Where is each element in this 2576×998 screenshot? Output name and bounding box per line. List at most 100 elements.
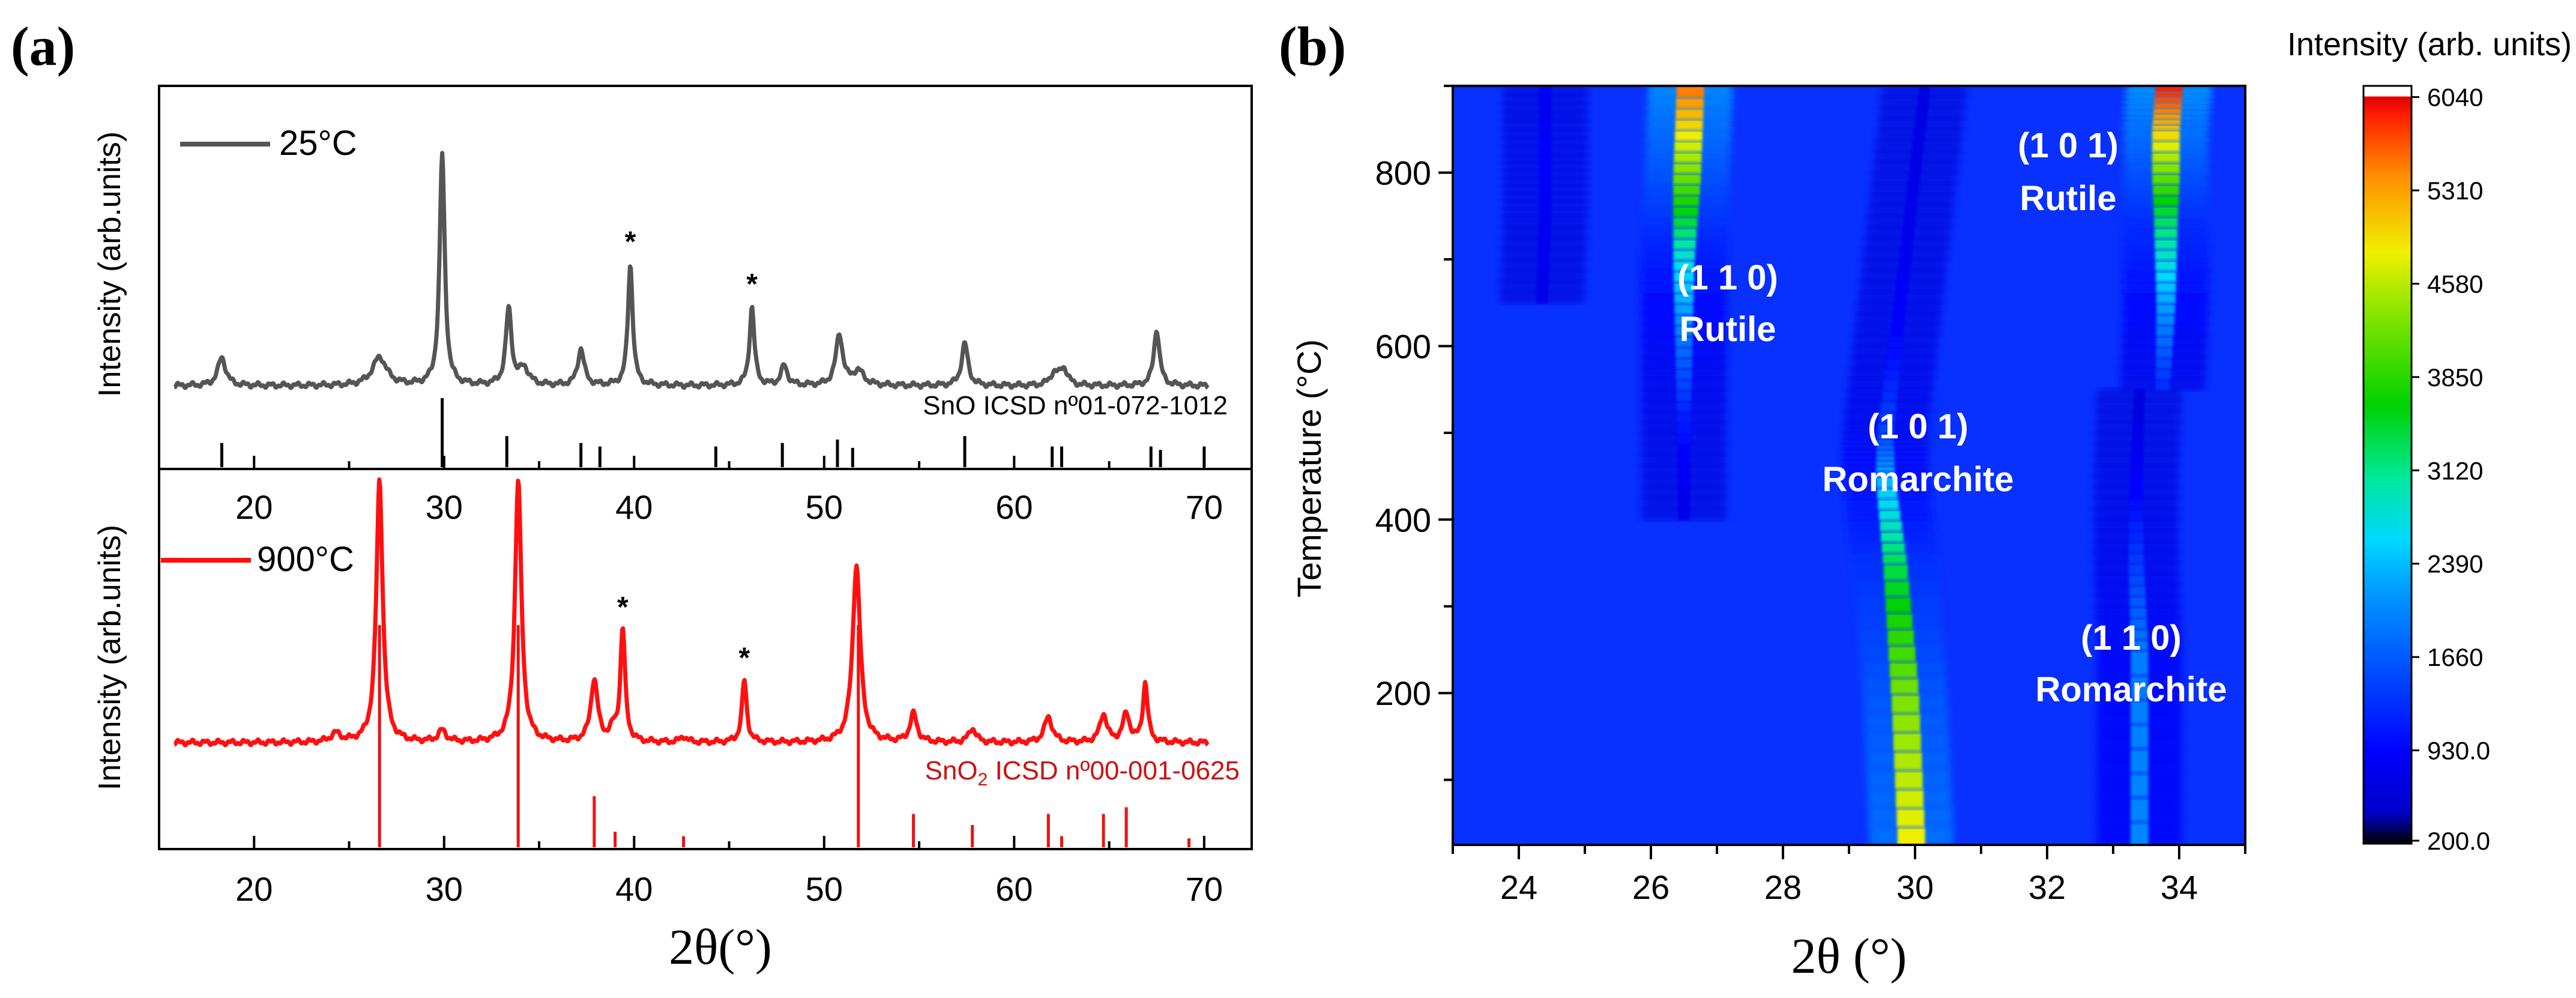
- heatmap-cell: [2131, 771, 2149, 797]
- heatmap-cell: [1678, 508, 1690, 521]
- heatmap-cell: [1539, 154, 1552, 164]
- heatmap-cell: [1881, 530, 1904, 542]
- heatmap-cell: [1539, 200, 1552, 210]
- heatmap-cell: [1676, 345, 1692, 358]
- heatmap-cell: [1676, 378, 1692, 390]
- heatmap-feature: [1843, 86, 1967, 845]
- heatmap-feature: [1500, 86, 1587, 304]
- annotation-line1: (1 0 1): [1868, 407, 1968, 446]
- heatmap-cell: [1892, 711, 1920, 732]
- heatmap-cell: [1893, 302, 1906, 315]
- heatmap-cell: [2152, 123, 2180, 130]
- heatmap-cell: [1902, 226, 1914, 238]
- annotation-line2: Rutile: [1679, 310, 1776, 349]
- heatmap-cell: [1678, 497, 1690, 510]
- heatmap-cell: [2155, 269, 2177, 282]
- heatmap-cell: [1917, 96, 1929, 109]
- top-reference-sticks: [220, 398, 1206, 467]
- colorbar-gradient: [2362, 85, 2413, 845]
- bottom-plot: ** 900°C SnO2 ICSD nº00-001-0625 Intensi…: [92, 468, 1253, 850]
- annotation-rutile-101: (1 0 1) Rutile: [2018, 126, 2119, 218]
- heatmap-cell: [1887, 627, 1914, 645]
- heatmap-cell: [2130, 465, 2143, 477]
- heatmap-cell: [1539, 169, 1552, 179]
- heatmap-cell: [1676, 356, 1692, 369]
- heatmap-cell: [1675, 118, 1703, 130]
- heatmap-cell: [1877, 437, 1894, 444]
- annotation-line2: Romarchite: [1822, 460, 2013, 499]
- heatmap-cell: [2131, 746, 2149, 773]
- x-tick-label: 20: [235, 488, 273, 526]
- heatmap-cell: [1910, 161, 1922, 174]
- heatmap-cell: [1675, 334, 1693, 347]
- heatmap-cell: [1885, 367, 1899, 380]
- heatmap-cell: [1537, 247, 1550, 260]
- heatmap-cell: [2129, 508, 2143, 521]
- heatmap-cell: [2155, 237, 2177, 249]
- x-tick-label: 60: [995, 488, 1033, 526]
- heatmap-cell: [2155, 86, 2183, 92]
- heatmap-cell: [1876, 453, 1895, 461]
- panel-a-label: (a): [11, 16, 75, 77]
- heatmap-cell: [1882, 389, 1897, 401]
- annotation-line1: (1 0 1): [2018, 126, 2119, 165]
- heatmap-cell: [2129, 486, 2143, 499]
- heatmap-cell: [2153, 204, 2179, 217]
- heatmap-cell: [1676, 96, 1704, 109]
- x-tick-label: 26: [1632, 868, 1670, 906]
- heatmap-cell: [1673, 204, 1698, 217]
- heatmap-cell: [1904, 204, 1917, 217]
- x-tick-label: 60: [995, 870, 1033, 908]
- heatmap-cell: [1677, 486, 1691, 499]
- heatmap-cell: [1914, 118, 1926, 130]
- heatmap-cell: [1879, 410, 1895, 423]
- heatmap-cell: [1919, 86, 1930, 98]
- bottom-axis-ticks: [158, 836, 1205, 849]
- heatmap-cell: [1539, 208, 1552, 217]
- heatmap-cell: [1536, 291, 1548, 304]
- heatmap-cell: [1673, 161, 1701, 174]
- colorbar-tick-label: 4580: [2427, 270, 2483, 298]
- heatmap-cell: [2129, 573, 2145, 585]
- heatmap-cell: [1677, 410, 1691, 423]
- heatmap-cell: [1673, 215, 1698, 228]
- heatmap-cell: [1883, 551, 1907, 564]
- colorbar-tick-label: 930.0: [2427, 737, 2490, 765]
- x-tick-label: 30: [426, 488, 463, 526]
- heatmap-cell: [1913, 129, 1925, 141]
- heatmap-cell: [1539, 185, 1552, 194]
- heatmap-cell: [1674, 313, 1694, 325]
- x-tick-label: 28: [1764, 868, 1802, 906]
- bottom-pattern-900C: [173, 477, 1210, 748]
- heatmap-cell: [1880, 519, 1902, 531]
- heatmap-cell: [2129, 497, 2143, 510]
- heatmap-cell: [1883, 562, 1908, 580]
- heatmap-cell: [2132, 432, 2144, 444]
- heatmap-cell: [1674, 150, 1702, 163]
- heatmap-cell: [1894, 749, 1922, 770]
- heatmap-cell: [1673, 258, 1695, 271]
- heatmap-cell: [1890, 676, 1919, 694]
- y-tick-label: 400: [1375, 501, 1431, 539]
- heatmap-cell: [2153, 112, 2181, 119]
- top-ylabel: Intensity (arb.units): [92, 132, 127, 397]
- heatmap-cell: [1539, 192, 1552, 202]
- heatmap-cell: [1876, 459, 1895, 466]
- ref-label-post: ICSD nº00-001-0625: [988, 756, 1240, 785]
- heatmap-cell: [2156, 291, 2176, 304]
- annotation-line1: (1 1 0): [2081, 618, 2182, 658]
- x-tick-label: 40: [615, 870, 653, 908]
- heatmap-cell: [2131, 795, 2149, 821]
- heatmap-cell: [1676, 107, 1704, 119]
- heatmap-cell: [2155, 247, 2177, 260]
- heatmap-cell: [2152, 150, 2180, 163]
- heatmap-cell: [1539, 111, 1552, 121]
- y-tick-label: 600: [1375, 327, 1431, 365]
- bottom-reference-sticks: [378, 625, 1191, 847]
- colorbar-tick-label: 1660: [2427, 643, 2483, 671]
- panel-b-label: (b): [1279, 16, 1346, 77]
- heatmap-cell: [1538, 226, 1551, 238]
- heatmap-cell: [2133, 399, 2145, 412]
- heatmap-cell: [1886, 594, 1911, 612]
- heatmap-cell: [1877, 486, 1898, 499]
